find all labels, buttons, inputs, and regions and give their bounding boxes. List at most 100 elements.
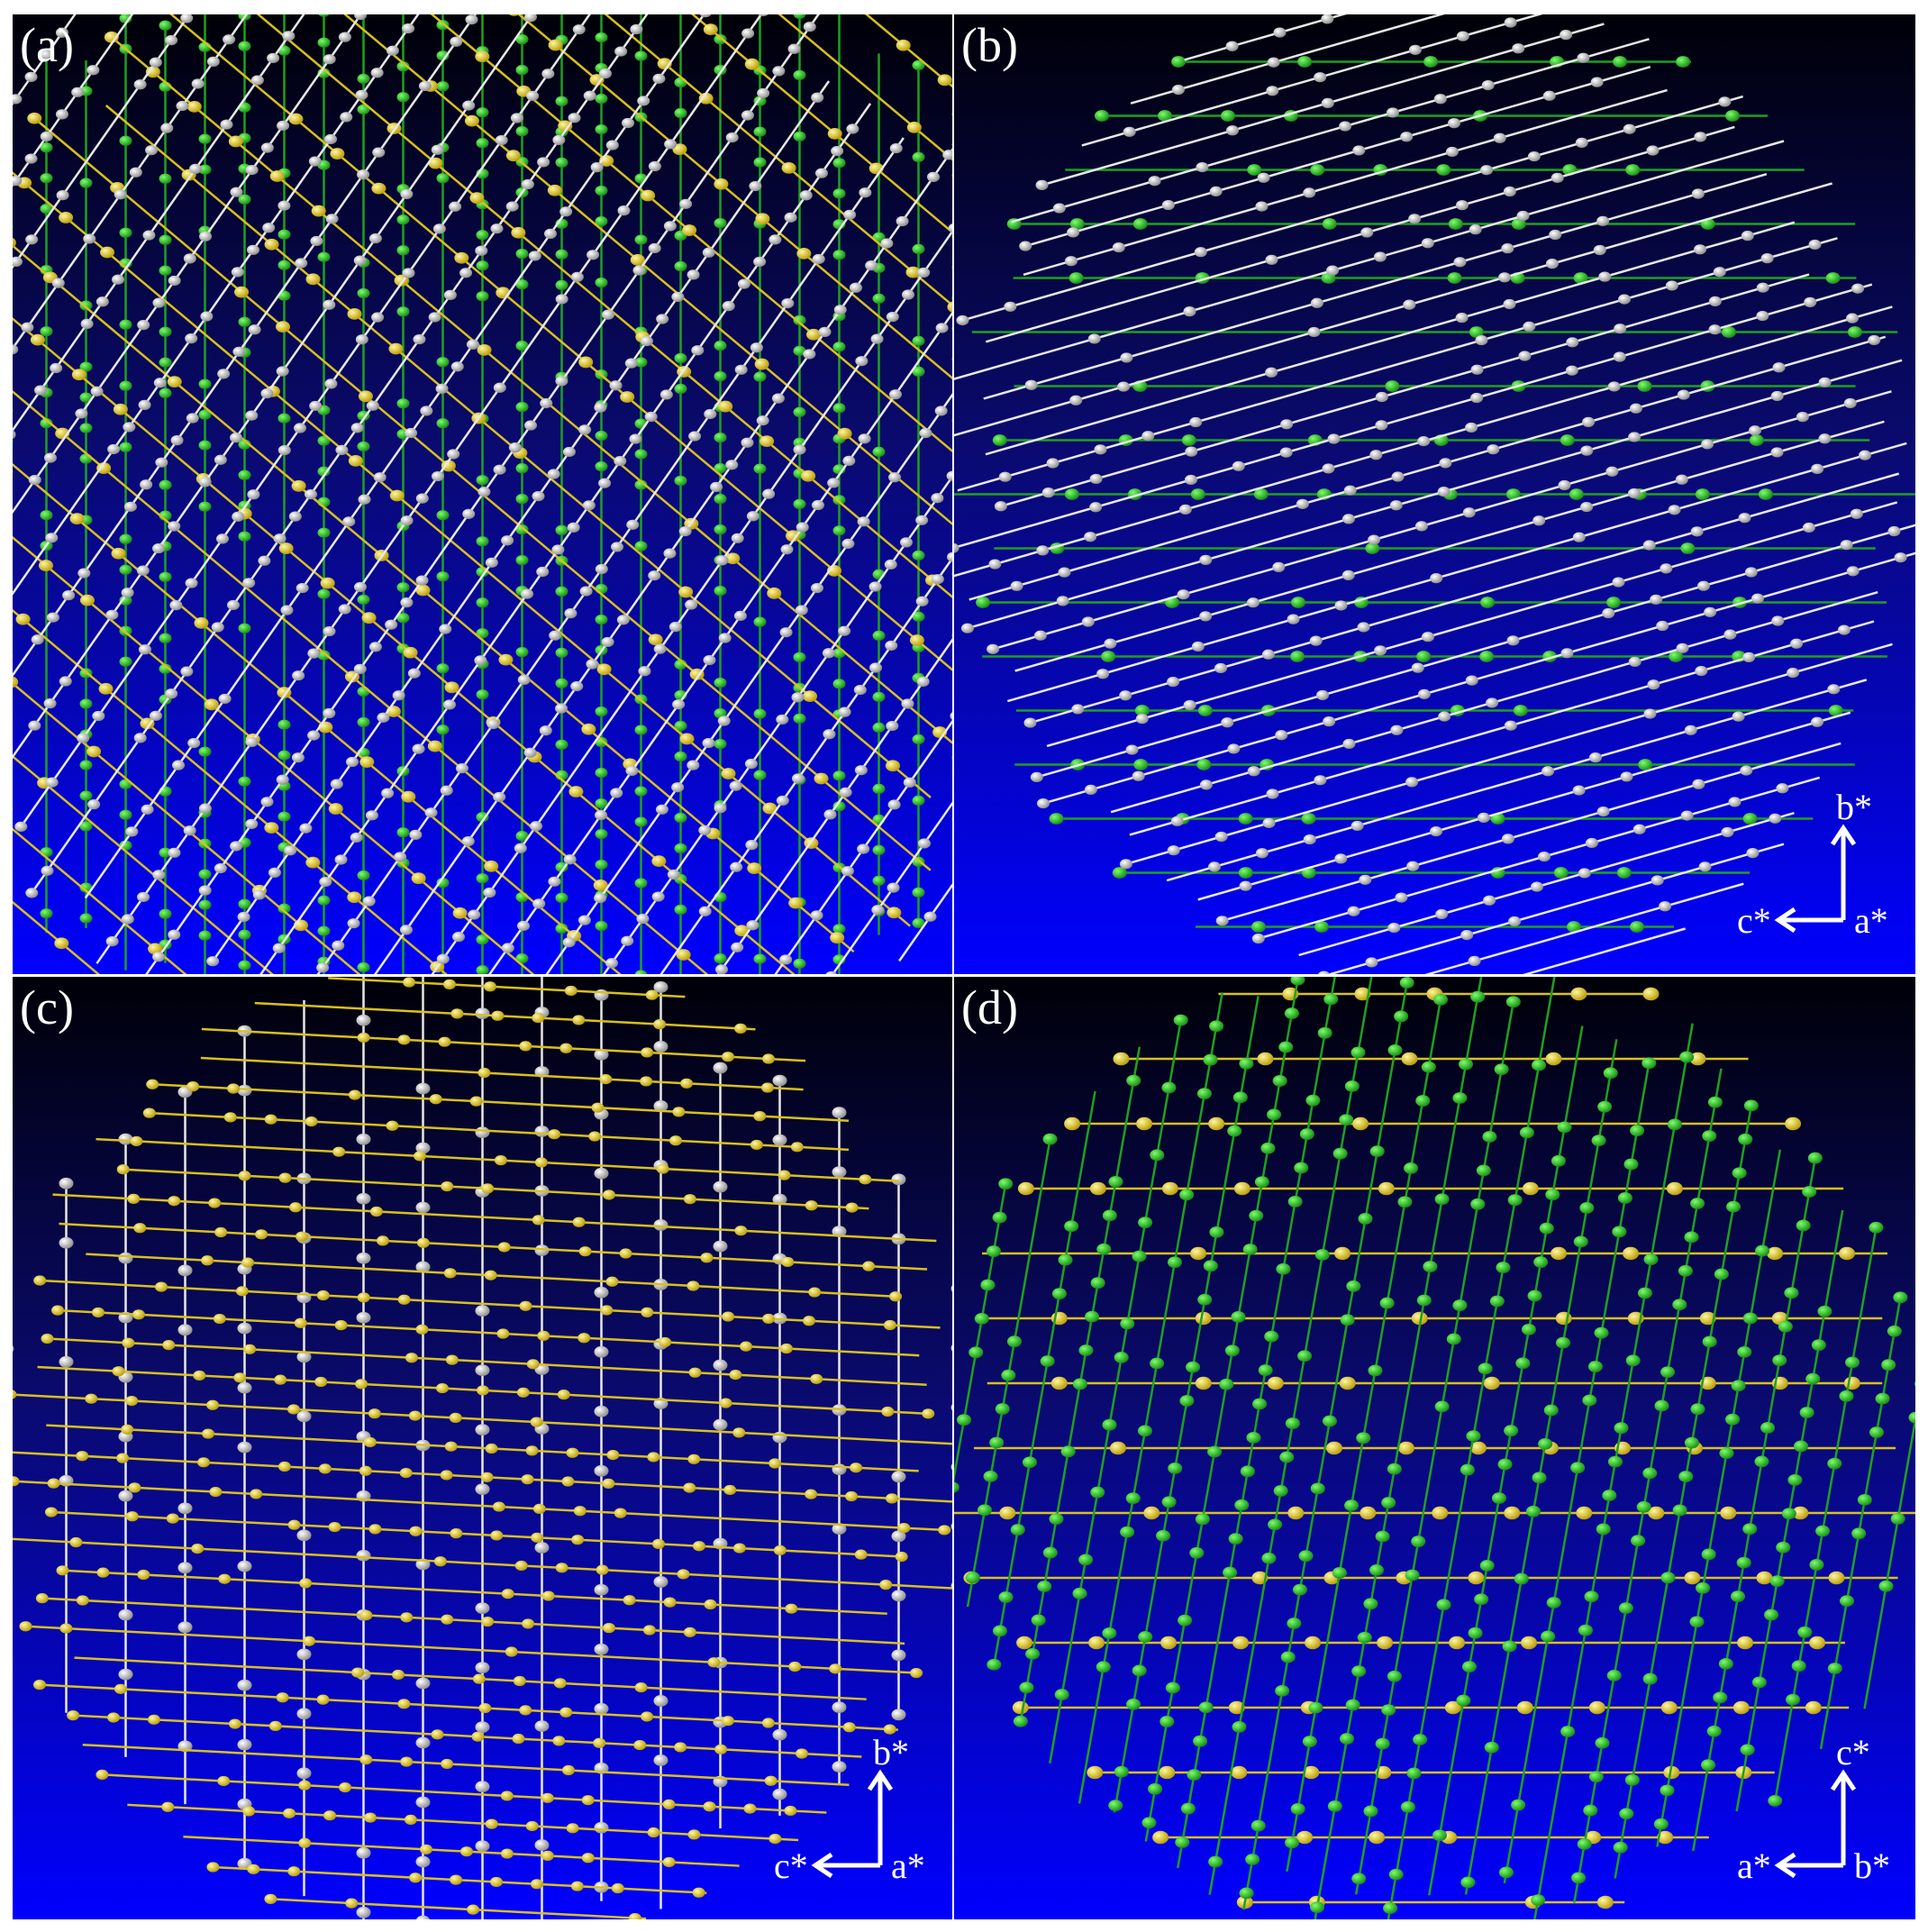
reflection-spot [1072, 1378, 1087, 1390]
reflection-spot [1285, 1836, 1300, 1849]
reflection-spot [1748, 425, 1761, 436]
reflection-spot [989, 1436, 1005, 1449]
reflection-spot [1477, 812, 1490, 824]
reflection-spot [21, 322, 34, 333]
reflection-spot [1847, 326, 1862, 338]
reflection-spot [1090, 1277, 1105, 1290]
reflection-spot [676, 949, 691, 961]
reflection-spot [915, 596, 929, 606]
reflection-spot [218, 1573, 232, 1584]
reflection-spot [1532, 1059, 1547, 1071]
reflection-spot [1363, 1598, 1378, 1610]
reflection-spot [1614, 1422, 1629, 1435]
reflection-spot [1531, 1894, 1546, 1906]
reflection-spot [323, 54, 336, 65]
reflection-spot [189, 163, 203, 174]
reflection-spot [1570, 987, 1587, 1001]
reflection-spot [588, 1131, 602, 1142]
reflection-spot [793, 14, 806, 19]
lattice-line [201, 1027, 806, 1062]
reflection-spot [396, 613, 410, 624]
reflection-spot [570, 1881, 584, 1891]
reflection-spot [428, 312, 441, 323]
reflection-spot [733, 610, 747, 622]
lattice-line [604, 14, 952, 307]
reflection-spot [436, 571, 450, 582]
reflection-spot [40, 50, 53, 60]
axis-label: b* [1836, 787, 1872, 827]
reflection-spot [606, 1449, 620, 1461]
reflection-spot [704, 1599, 717, 1610]
lattice-line [1656, 1149, 1782, 1847]
reflection-spot [1167, 845, 1180, 856]
reflection-spot [1665, 280, 1678, 291]
reflection-spot [641, 1307, 654, 1317]
reflection-spot [595, 460, 608, 472]
reflection-spot [555, 1563, 568, 1573]
reflection-spot [1231, 1310, 1246, 1323]
reflection-spot [1845, 1356, 1860, 1369]
reflection-spot [811, 499, 824, 511]
reflection-spot [1668, 505, 1681, 515]
reflection-spot [33, 385, 47, 396]
reflection-spot [595, 736, 608, 748]
reflection-spot [248, 324, 261, 335]
reflection-spot [1389, 500, 1403, 511]
reflection-spot [541, 1792, 554, 1803]
reflection-spot [1167, 1256, 1182, 1269]
reflection-spot [677, 1569, 690, 1580]
reflection-spot [1582, 416, 1596, 427]
reflection-spot [1301, 813, 1316, 825]
reflection-spot [40, 142, 53, 153]
reflection-spot [1636, 1500, 1651, 1513]
reflection-spot [700, 1253, 714, 1263]
reflection-spot [1041, 488, 1055, 498]
reflection-spot [137, 891, 150, 903]
reflection-spot [534, 1157, 548, 1168]
reflection-spot [469, 192, 485, 205]
reflection-spot [912, 795, 925, 807]
reflection-spot [1078, 1344, 1094, 1356]
reflection-spot [159, 571, 172, 582]
reflection-spot [951, 633, 952, 637]
reflection-spot [450, 1528, 463, 1539]
reflection-spot [753, 126, 767, 137]
reflection-spot [431, 470, 444, 482]
reflection-spot [651, 891, 665, 902]
reflection-spot [1297, 56, 1313, 68]
reflection-spot [1602, 607, 1615, 619]
reflection-spot [1560, 434, 1575, 446]
reflection-spot [1809, 1636, 1826, 1650]
reflection-spot [357, 686, 370, 697]
lattice-line [1614, 1105, 1753, 1879]
reflection-spot [476, 597, 489, 608]
reflection-spot [1207, 1445, 1223, 1458]
reflection-spot [194, 616, 209, 629]
reflection-spot [353, 581, 367, 593]
reflection-spot [634, 357, 648, 368]
reflection-spot [831, 146, 844, 157]
reflection-spot [1494, 1063, 1509, 1076]
reflection-spot [917, 838, 931, 849]
reflection-spot [153, 378, 167, 388]
reflection-spot [1850, 508, 1863, 519]
lattice-line [1130, 14, 1445, 105]
reflection-spot [357, 73, 370, 85]
reflection-spot [849, 282, 862, 293]
reflection-spot [595, 185, 608, 196]
reflection-spot [1480, 165, 1494, 176]
reflection-spot [396, 214, 410, 225]
reflection-spot [476, 934, 489, 945]
reflection-spot [1214, 662, 1227, 674]
arrow-head [867, 1769, 894, 1791]
reflection-spot [1642, 540, 1656, 551]
reflection-spot [365, 810, 378, 821]
reflection-spot [653, 1754, 668, 1766]
reflection-spot [1843, 397, 1857, 409]
reflection-spot [299, 1578, 313, 1589]
reflection-spot [59, 1355, 74, 1368]
reflection-spot [525, 1445, 539, 1456]
axis-label: c* [1836, 1732, 1870, 1773]
reflection-spot [1161, 1496, 1177, 1508]
reflection-spot [623, 1595, 636, 1606]
